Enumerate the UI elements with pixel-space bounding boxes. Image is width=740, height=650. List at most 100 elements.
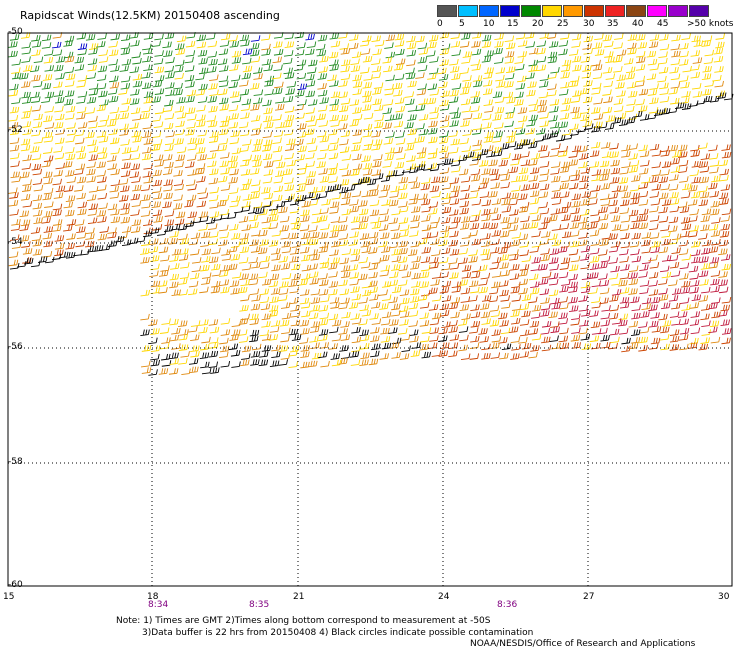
- wind-barb: [448, 319, 458, 327]
- wind-barb: [230, 130, 240, 138]
- wind-barb: [362, 130, 372, 138]
- wind-barb: [74, 168, 84, 176]
- wind-barb: [680, 81, 690, 89]
- wind-barb: [660, 169, 670, 176]
- wind-barb: [480, 222, 490, 230]
- wind-barb: [415, 104, 426, 112]
- wind-barb: [151, 201, 162, 209]
- wind-barb: [44, 106, 55, 113]
- wind-barb: [239, 246, 250, 254]
- wind-barb: [282, 57, 293, 65]
- wind-barb: [76, 176, 87, 184]
- wind-barb: [613, 66, 623, 73]
- wind-barb: [649, 191, 660, 198]
- wind-barb: [641, 232, 652, 239]
- wind-barb: [175, 154, 185, 162]
- wind-barb: [308, 59, 318, 67]
- wind-barb: [282, 196, 293, 203]
- wind-barb: [579, 223, 590, 230]
- wind-barb: [421, 351, 431, 359]
- wind-barb: [499, 169, 510, 176]
- wind-barb: [429, 318, 440, 326]
- wind-barb: [581, 343, 592, 350]
- wind-barb: [239, 160, 250, 167]
- wind-barb: [458, 257, 468, 265]
- wind-barb: [259, 329, 269, 337]
- wind-barb: [625, 117, 636, 124]
- wind-barb: [526, 90, 536, 97]
- wind-barb: [560, 104, 571, 112]
- wind-barb: [300, 302, 311, 309]
- wind-barb: [361, 155, 371, 163]
- wind-barb: [151, 96, 162, 103]
- wind-barb: [613, 56, 623, 63]
- wind-barb: [351, 51, 362, 59]
- wind-barb: [208, 177, 219, 185]
- wind-barb: [21, 91, 31, 99]
- wind-barb: [443, 158, 454, 166]
- wind-barb: [240, 294, 250, 302]
- wind-barb: [329, 326, 339, 334]
- wind-barb: [481, 295, 492, 302]
- wind-barb: [548, 311, 558, 319]
- wind-barb: [441, 295, 452, 302]
- wind-barb: [65, 252, 76, 259]
- latitude-label: -50: [8, 27, 23, 37]
- wind-barb: [21, 112, 31, 119]
- wind-barb: [509, 249, 519, 256]
- wind-barb: [175, 59, 185, 67]
- wind-barb: [9, 144, 20, 152]
- wind-barb: [404, 91, 415, 98]
- longitude-label: 21: [293, 592, 305, 602]
- wind-barb: [398, 192, 408, 200]
- wind-barb: [679, 297, 690, 305]
- wind-barb: [289, 232, 299, 240]
- wind-barb: [483, 99, 493, 107]
- wind-barb: [120, 48, 131, 55]
- wind-barb: [578, 217, 588, 224]
- wind-barb: [200, 361, 210, 369]
- wind-barb: [630, 337, 641, 344]
- wind-barb: [350, 359, 361, 366]
- wind-barb: [481, 113, 492, 121]
- wind-barb: [499, 143, 510, 150]
- wind-barb: [459, 334, 469, 342]
- wind-barb: [270, 248, 281, 255]
- wind-barb: [450, 32, 461, 40]
- wind-barb: [11, 72, 22, 80]
- wind-barb: [611, 117, 622, 124]
- wind-barb: [150, 359, 160, 367]
- wind-barb: [178, 358, 188, 365]
- wind-barb: [648, 280, 658, 287]
- wind-barb: [161, 360, 172, 367]
- wind-barb: [306, 171, 316, 178]
- wind-barb: [460, 216, 471, 223]
- wind-barb: [301, 273, 311, 281]
- wind-barb: [228, 161, 238, 169]
- wind-barb: [64, 80, 75, 88]
- wind-barb: [340, 334, 351, 341]
- wind-barb: [393, 82, 403, 90]
- wind-barb: [219, 337, 229, 345]
- wind-barb: [462, 81, 472, 89]
- wind-barb: [291, 334, 302, 341]
- wind-barb: [550, 326, 560, 334]
- wind-barb: [508, 326, 519, 334]
- wind-barb: [358, 256, 368, 264]
- wind-barb: [511, 185, 521, 192]
- wind-barb: [681, 223, 692, 231]
- wind-barb: [462, 113, 473, 120]
- wind-barb: [229, 280, 240, 288]
- wind-barb: [712, 74, 722, 82]
- wind-barb: [640, 176, 651, 184]
- wind-barb: [189, 366, 199, 374]
- wind-barb: [189, 272, 200, 280]
- wind-barb: [58, 251, 69, 259]
- wind-barb: [379, 269, 390, 277]
- wind-barb: [352, 129, 363, 136]
- wind-barb: [175, 211, 186, 219]
- wind-barb: [518, 337, 528, 344]
- wind-barb: [340, 73, 351, 81]
- wind-barb: [140, 210, 151, 217]
- wind-barb: [600, 193, 610, 201]
